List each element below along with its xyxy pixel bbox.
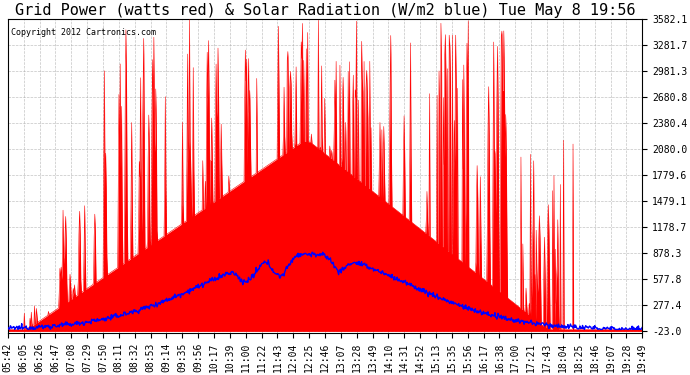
Text: Copyright 2012 Cartronics.com: Copyright 2012 Cartronics.com <box>11 28 156 38</box>
Title: Grid Power (watts red) & Solar Radiation (W/m2 blue) Tue May 8 19:56: Grid Power (watts red) & Solar Radiation… <box>14 3 635 18</box>
